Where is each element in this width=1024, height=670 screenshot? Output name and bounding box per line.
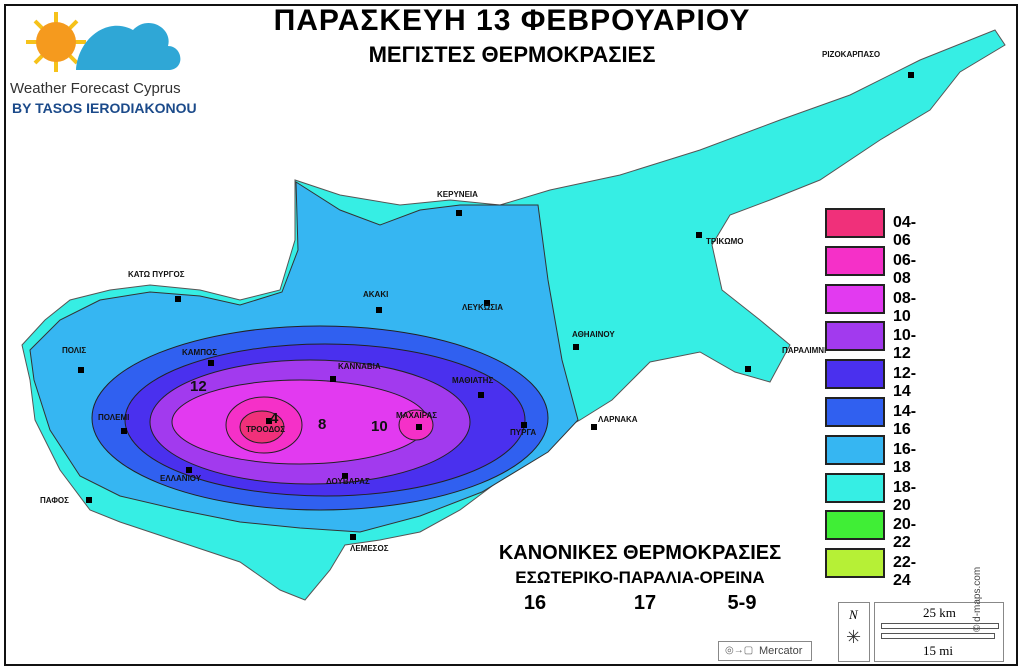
map-frame <box>4 4 1018 666</box>
place-marker <box>186 467 192 473</box>
page-subtitle: ΜΕΓΙΣΤΕΣ ΘΕΡΜΟΚΡΑΣΙΕΣ <box>368 42 656 67</box>
place-label: ΠΟΛΙΣ <box>62 346 87 355</box>
place-marker <box>521 422 527 428</box>
normal-coast: 17 <box>633 592 657 614</box>
place-marker <box>376 307 382 313</box>
place-label: ΡΙΖΟΚΑΡΠΑΣΟ <box>822 50 881 59</box>
place-marker <box>78 367 84 373</box>
place-label: ΤΡΙΚΩΜΟ <box>706 237 744 246</box>
place-marker <box>330 376 336 382</box>
place-label: ΜΑΧΑΙΡΑΣ <box>396 411 438 420</box>
place-marker <box>208 360 214 366</box>
place-marker <box>696 232 702 238</box>
legend-label: 10-12 <box>893 327 917 363</box>
place-marker <box>456 210 462 216</box>
logo: Weather Forecast Cyprus BY TASOS IERODIA… <box>8 8 208 118</box>
place-marker <box>86 497 92 503</box>
place-marker <box>908 72 914 78</box>
place-label: ΕΛΛΑΝΙΟΥ <box>160 474 202 483</box>
place-marker <box>121 428 127 434</box>
isoline-label: 10 <box>371 418 388 435</box>
place-label: ΚΑΝΝΑΒΙΑ <box>338 362 381 371</box>
normals-regions: ΕΣΩΤΕΡΙΚΟ-ΠΑΡΑΛΙΑ-ΟΡΕΙΝΑ <box>515 568 765 587</box>
normal-mountain: 5-9 <box>727 592 757 614</box>
logo-line1: Weather Forecast Cyprus <box>10 80 181 97</box>
sun-cloud-logo-icon <box>26 12 181 72</box>
place-label: ΚΕΡΥΝΕΙΑ <box>437 190 478 199</box>
legend-swatch <box>825 510 885 541</box>
place-marker <box>175 296 181 302</box>
legend-swatch <box>825 245 885 276</box>
place-marker <box>573 344 579 350</box>
zone-04-06 <box>239 410 285 444</box>
place-label: ΔΟΥΒΑΡΑΣ <box>326 477 370 486</box>
legend-label: 18-20 <box>893 478 917 514</box>
projection-icon: ◎→▢ <box>725 645 754 656</box>
legend-label: 04-06 <box>893 214 917 249</box>
place-label: ΚΑΜΠΟΣ <box>182 348 218 357</box>
scale-bar: 25 km 15 mi <box>874 602 1004 662</box>
place-label: ΛΕΜΕΣΟΣ <box>350 544 389 553</box>
normals-heading: ΚΑΝΟΝΙΚΕΣ ΘΕΡΜΟΚΡΑΣΙΕΣ <box>498 542 782 564</box>
place-marker <box>591 424 597 430</box>
page-title: ΠΑΡΑΣΚΕΥΗ 13 ΦΕΒΡΟΥΑΡΙΟΥ <box>273 4 751 37</box>
legend-swatch <box>825 359 885 390</box>
place-label: ΑΘΗΑΙΝΟΥ <box>572 330 615 339</box>
place-marker <box>342 473 348 479</box>
place-label: ΚΑΤΩ ΠΥΡΓΟΣ <box>128 270 185 279</box>
legend-label: 20-22 <box>893 516 917 552</box>
place-marker <box>484 300 490 306</box>
legend-label: 12-14 <box>893 365 917 401</box>
legend-label: 06-08 <box>893 251 917 287</box>
legend-label: 08-10 <box>893 289 917 325</box>
place-label: ΜΑΘΙΑΤΗΣ <box>452 376 494 385</box>
legend-swatch <box>825 283 885 314</box>
credit: © d-maps.com <box>972 566 983 632</box>
normal-inland: 16 <box>523 592 547 614</box>
place-marker <box>416 424 422 430</box>
place-label: ΠΑΡΑΛΙΜΝΙ <box>782 346 827 355</box>
place-marker <box>266 418 272 424</box>
legend-swatch <box>825 396 885 427</box>
place-label: ΠΥΡΓΑ <box>510 428 537 437</box>
north-label: N <box>849 607 858 622</box>
mi-bar <box>881 633 995 639</box>
km-bar <box>881 623 999 629</box>
place-marker <box>745 366 751 372</box>
isoline-label: 12 <box>190 378 207 395</box>
legend-swatch <box>825 208 885 238</box>
compass-icon: ✳ <box>846 627 862 647</box>
place-label: ΛΕΥΚΩΣΙΑ <box>462 303 503 312</box>
isoline-label: 8 <box>318 416 327 433</box>
place-label: ΛΑΡΝΑΚΑ <box>598 415 638 424</box>
place-marker <box>478 392 484 398</box>
scale-km: 25 km <box>923 605 956 620</box>
place-label: ΠΑΦΟΣ <box>40 496 69 505</box>
projection-box: ◎→▢ Mercator <box>718 641 812 661</box>
isoline-label: 4 <box>270 410 279 427</box>
legend-swatch <box>825 321 885 352</box>
projection-label: Mercator <box>759 645 803 657</box>
logo-line2: BY TASOS IERODIAKONOU <box>12 100 197 116</box>
legend-swatch <box>825 472 885 503</box>
legend-label: 14-16 <box>893 402 917 438</box>
legend-label: 22-24 <box>893 554 917 590</box>
legend-swatch <box>825 434 885 465</box>
legend-swatch <box>825 548 885 579</box>
legend-label: 16-18 <box>893 440 917 476</box>
place-label: ΑΚΑΚΙ <box>363 290 389 299</box>
place-label: ΤΡΟΟΔΟΣ <box>246 425 286 434</box>
place-marker <box>350 534 356 540</box>
north-arrow: N ✳ <box>838 602 870 662</box>
place-label: ΠΟΛΕΜΙ <box>98 413 130 422</box>
scale-mi: 15 mi <box>923 643 953 658</box>
